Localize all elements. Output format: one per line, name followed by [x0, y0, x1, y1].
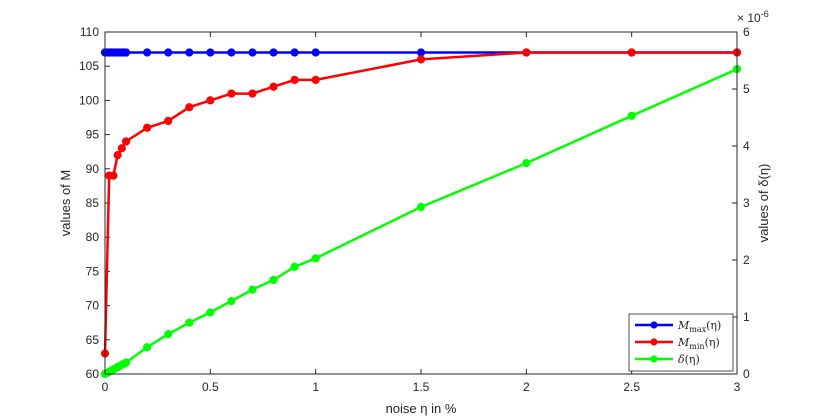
- right-axis-exponent-base: × 10: [737, 11, 761, 25]
- data-point: [185, 103, 194, 112]
- x-tick-label: 0: [102, 380, 109, 394]
- data-point: [522, 48, 531, 57]
- data-point: [311, 48, 320, 57]
- plot-frame: [104, 31, 738, 375]
- x-tick-label: 3: [734, 380, 741, 394]
- data-point: [290, 75, 299, 84]
- data-point: [143, 123, 152, 132]
- data-point: [248, 89, 257, 98]
- data-point: [121, 48, 131, 57]
- legend-label-main: M: [677, 319, 690, 332]
- legend-swatch-marker: [650, 355, 658, 363]
- left-tick-label: 75: [86, 264, 100, 278]
- x-tick-label: 1: [312, 380, 319, 394]
- legend-label-arg: (η): [705, 336, 720, 349]
- data-point: [248, 48, 257, 57]
- left-tick-label: 110: [80, 25, 99, 39]
- data-point: [206, 96, 215, 105]
- legend-swatch-marker: [650, 321, 658, 329]
- right-tick-label: 6: [743, 25, 750, 39]
- right-axis-exponent-power: -6: [761, 9, 769, 19]
- data-point: [164, 116, 173, 126]
- data-point: [522, 159, 531, 168]
- legend-label-arg: (η): [685, 353, 700, 366]
- right-tick-label: 4: [743, 139, 750, 153]
- data-point: [185, 48, 194, 57]
- data-point: [121, 137, 131, 146]
- data-point: [290, 262, 299, 271]
- data-point: [248, 285, 257, 294]
- legend: Mmax(η)Mmin(η)δ(η): [628, 313, 734, 372]
- data-point: [227, 296, 236, 306]
- data-point: [416, 48, 426, 57]
- left-tick-label: 65: [86, 333, 100, 347]
- data-point: [113, 151, 122, 160]
- left-tick-label: 70: [86, 299, 100, 313]
- right-tick-label: 3: [743, 196, 750, 210]
- data-point: [117, 144, 126, 153]
- legend-label-sub: max: [689, 325, 706, 334]
- data-point: [269, 82, 278, 91]
- data-point: [121, 358, 131, 367]
- right-tick-label: 1: [743, 310, 750, 324]
- data-point: [311, 75, 320, 84]
- data-point: [290, 48, 299, 57]
- left-tick-label: 100: [79, 93, 99, 107]
- right-tick-label: 2: [743, 253, 750, 267]
- left-axis-label: values of M: [58, 170, 73, 236]
- data-point: [269, 275, 278, 285]
- data-point: [109, 171, 118, 180]
- legend-label: Mmax(η): [677, 319, 721, 334]
- data-point: [185, 318, 194, 327]
- data-point: [164, 330, 173, 339]
- right-tick-label: 0: [743, 367, 750, 381]
- data-point: [416, 55, 426, 64]
- legend-item: Mmax(η): [635, 319, 721, 334]
- right-axis-ticks: 0 1 2 3 4 5 6: [732, 25, 750, 381]
- data-point: [143, 343, 152, 352]
- x-tick-label: 1.5: [413, 380, 430, 394]
- left-tick-label: 60: [86, 367, 100, 381]
- right-tick-label: 5: [743, 82, 750, 96]
- left-tick-label: 80: [86, 230, 100, 244]
- data-point: [227, 48, 236, 57]
- legend-swatch-marker: [650, 338, 658, 346]
- x-tick-label: 0.5: [202, 380, 219, 394]
- legend-label: δ(η): [678, 353, 700, 366]
- data-point: [164, 48, 173, 57]
- left-tick-label: 105: [79, 59, 99, 73]
- legend-label: Mmin(η): [677, 336, 720, 351]
- left-tick-label: 90: [86, 162, 100, 176]
- legend-item: Mmin(η): [635, 336, 720, 351]
- x-axis-label: noise η in %: [386, 401, 457, 416]
- data-point: [627, 111, 636, 120]
- left-tick-label: 95: [86, 128, 100, 142]
- data-point: [627, 48, 636, 57]
- legend-label-sub: min: [689, 342, 704, 351]
- legend-label-main: δ: [678, 353, 685, 366]
- data-point: [206, 308, 215, 317]
- left-tick-label: 85: [86, 196, 100, 210]
- data-point: [143, 48, 152, 57]
- data-point: [269, 48, 278, 57]
- data-point: [416, 202, 426, 212]
- right-axis-exponent: × 10-6: [737, 9, 769, 25]
- x-tick-label: 2: [523, 380, 530, 394]
- data-point: [227, 89, 236, 98]
- legend-label-main: M: [677, 336, 690, 349]
- data-point: [311, 254, 320, 263]
- x-tick-label: 2.5: [623, 380, 640, 394]
- right-axis-label: values of δ(η): [756, 164, 771, 243]
- series-1: [100, 48, 742, 358]
- legend-label-arg: (η): [706, 319, 721, 332]
- left-axis-ticks: 60 65 70 75 80 85 90 95 100 105 110: [79, 25, 110, 381]
- legend-item: δ(η): [635, 353, 700, 366]
- data-point: [206, 48, 215, 57]
